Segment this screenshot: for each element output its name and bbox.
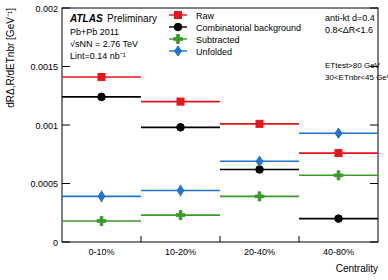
legend-label: Raw bbox=[196, 11, 215, 21]
marker bbox=[335, 215, 343, 223]
marker bbox=[176, 211, 185, 220]
series bbox=[62, 128, 378, 202]
annotation: Preliminary bbox=[107, 13, 157, 24]
annotation: √sNN = 2.76 TeV bbox=[70, 39, 138, 49]
marker bbox=[256, 156, 263, 166]
annotation: 0.8<ΔR<1.6 bbox=[325, 25, 373, 35]
y-tick-label: 0.0015 bbox=[30, 62, 58, 72]
legend-label: Combinatorial background bbox=[196, 23, 301, 33]
marker bbox=[255, 192, 264, 201]
marker bbox=[98, 93, 106, 101]
x-bin-edge bbox=[141, 236, 142, 242]
marker bbox=[177, 186, 184, 196]
marker bbox=[98, 191, 105, 201]
x-tick-label: 10-20% bbox=[165, 247, 196, 257]
marker bbox=[98, 74, 105, 81]
annotation: Pb+Pb 2011 bbox=[70, 27, 119, 37]
y-tick-label: 0 bbox=[53, 238, 58, 248]
y-tick-label: 0.002 bbox=[35, 4, 58, 14]
series bbox=[62, 171, 378, 226]
marker bbox=[335, 128, 342, 138]
data-group bbox=[62, 74, 378, 226]
annotation: anti-kt d=0.4 bbox=[325, 13, 375, 23]
marker bbox=[334, 171, 343, 180]
x-bin-edge bbox=[220, 236, 221, 242]
x-axis-label: Centrality bbox=[336, 263, 378, 274]
series bbox=[62, 74, 378, 157]
chart: 0 0.0005 0.001 0.0015 0.002 0-10% 10-20% 20-40%… bbox=[0, 0, 388, 280]
y-axis-label: dRΔ,R/dETnbr [GeV⁻¹] bbox=[5, 8, 16, 108]
legend-label: Subtracted bbox=[196, 35, 240, 45]
x-tick-label: 40-80% bbox=[323, 247, 354, 257]
y-tick bbox=[62, 66, 70, 67]
y-tick bbox=[62, 8, 70, 9]
y-tick bbox=[62, 125, 70, 126]
legend-label: Unfolded bbox=[196, 47, 232, 57]
y-tick-right bbox=[370, 183, 378, 184]
marker bbox=[177, 98, 184, 105]
x-tick-label: 20-40% bbox=[244, 247, 275, 257]
y-tick-right bbox=[370, 8, 378, 9]
x-tick-label: 0-10% bbox=[88, 247, 114, 257]
marker bbox=[335, 150, 342, 157]
series bbox=[62, 93, 378, 222]
y-tick-right bbox=[370, 125, 378, 126]
marker bbox=[177, 124, 185, 132]
marker bbox=[174, 35, 183, 44]
y-tick bbox=[62, 183, 70, 184]
marker bbox=[97, 216, 106, 225]
annotation: Lint=0.14 nb⁻¹ bbox=[70, 51, 126, 61]
y-tick-label: 0.0005 bbox=[30, 179, 58, 189]
plot-frame bbox=[62, 8, 378, 242]
marker bbox=[256, 120, 263, 127]
annotation: 30<ETnbr<45 GeV bbox=[325, 73, 388, 82]
y-tick-label: 0.001 bbox=[35, 121, 58, 131]
marker bbox=[174, 23, 182, 31]
y-tick bbox=[62, 242, 70, 243]
marker bbox=[175, 46, 182, 56]
annotation: ETtest>80 GeV bbox=[325, 61, 381, 70]
marker bbox=[175, 12, 182, 19]
y-tick-right bbox=[370, 242, 378, 243]
annotation: ATLAS bbox=[69, 13, 103, 24]
x-bin-edge bbox=[299, 236, 300, 242]
